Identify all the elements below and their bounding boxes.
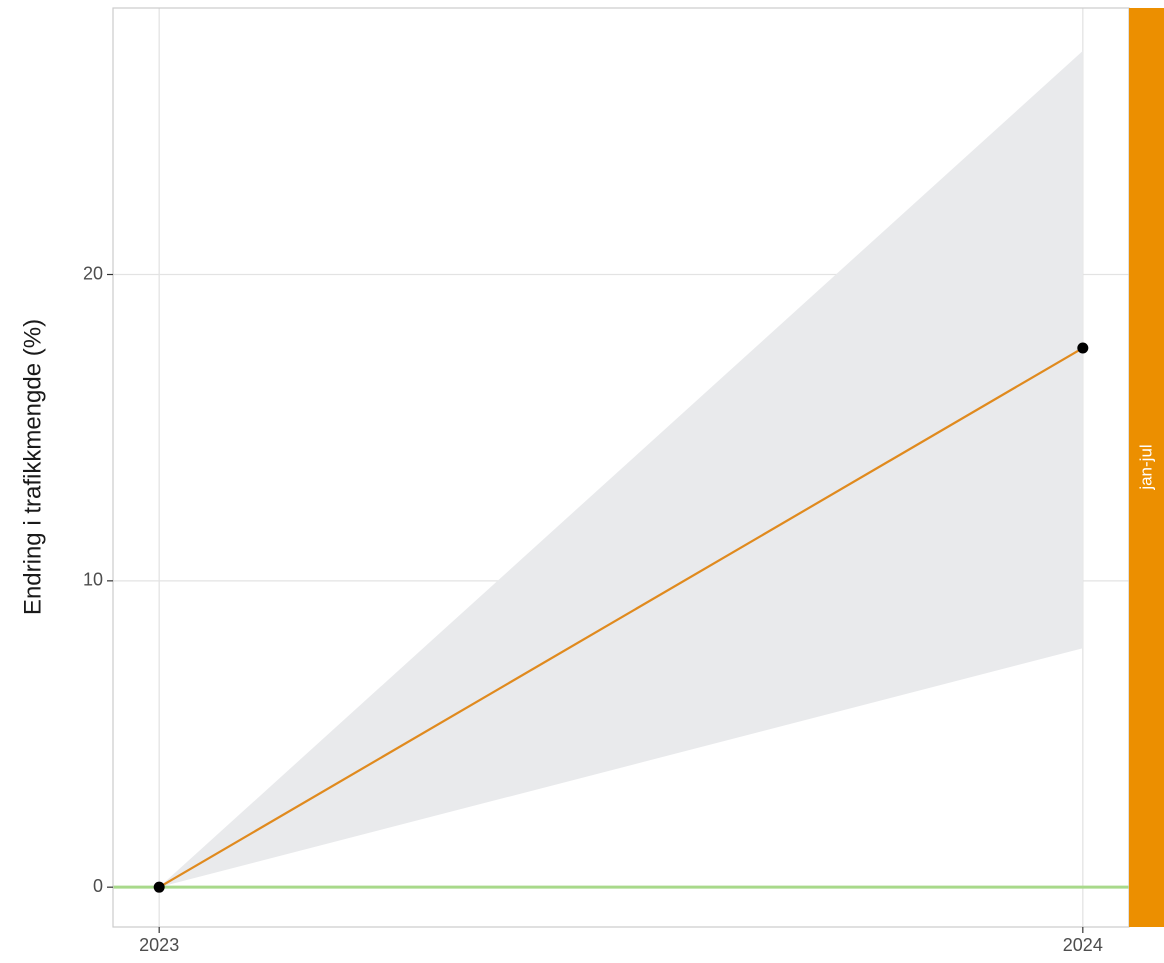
data-point <box>153 881 165 893</box>
facet-strip-background <box>1129 8 1164 927</box>
y-tick-label: 20 <box>83 263 103 283</box>
plot-area <box>112 7 1130 928</box>
y-tick-label: 10 <box>83 570 103 590</box>
y-axis: 0 10 20 <box>83 263 113 896</box>
facet-strip: jan-jul <box>1129 8 1164 927</box>
x-axis: 2023 2024 <box>139 927 1103 955</box>
confidence-ribbon <box>159 50 1083 888</box>
x-tick-label: 2024 <box>1063 935 1103 955</box>
facet-strip-label: jan-jul <box>1136 444 1155 490</box>
data-point <box>1077 342 1089 354</box>
data-points <box>153 342 1089 893</box>
x-tick-label: 2023 <box>139 935 179 955</box>
y-tick-label: 0 <box>93 876 103 896</box>
series-line <box>158 347 1084 889</box>
y-axis-title: Endring i trafikkmengde (%) <box>19 319 46 615</box>
